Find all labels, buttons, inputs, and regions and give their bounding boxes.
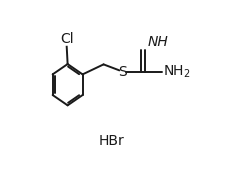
Text: Cl: Cl bbox=[60, 32, 74, 46]
Text: HBr: HBr bbox=[98, 134, 124, 148]
Text: NH: NH bbox=[147, 35, 168, 49]
Text: S: S bbox=[118, 65, 127, 79]
Text: NH$_2$: NH$_2$ bbox=[163, 63, 191, 80]
